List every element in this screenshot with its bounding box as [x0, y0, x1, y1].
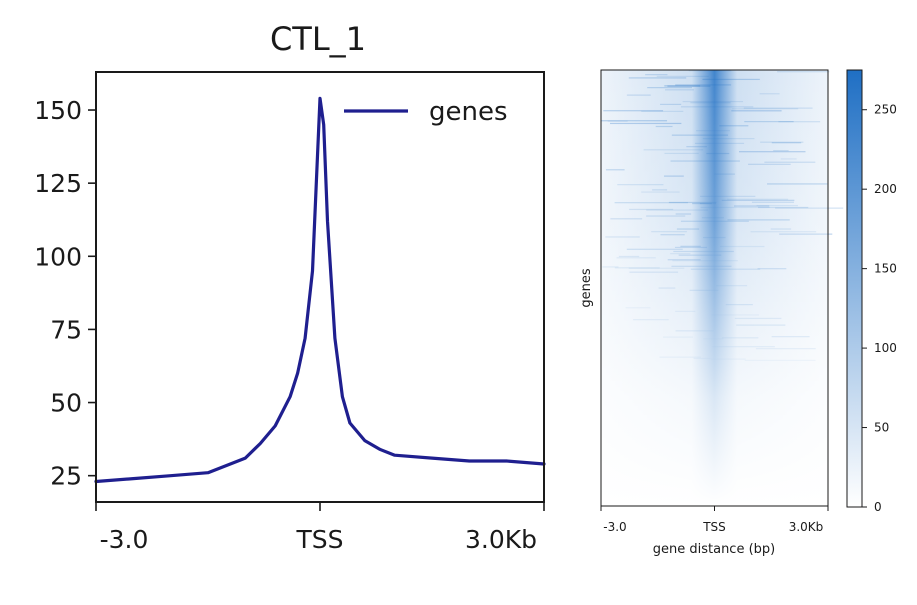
- profile-series-line: [94, 96, 546, 484]
- profile-plot: CTL_1 25 50 75 100 125 150 -3.0 TSS 3.0Kb genes: [34, 20, 546, 554]
- colorbar-ticks: 0 50 100 150 200 250: [862, 103, 897, 514]
- colorbar-tick-label: 250: [874, 103, 897, 117]
- profile-x-tick-label: -3.0: [100, 525, 149, 554]
- profile-x-ticks: -3.0 TSS 3.0Kb: [95, 502, 545, 554]
- profile-y-tick-label: 75: [50, 315, 82, 344]
- colorbar-tick-label: 150: [874, 262, 897, 276]
- heatmap-plot: genes -3.0 TSS 3.0Kb gene distance (bp) 0 5…: [579, 69, 897, 557]
- heatmap-x-label: gene distance (bp): [653, 542, 775, 557]
- profile-y-tick-label: 25: [50, 462, 82, 491]
- colorbar-tick-label: 200: [874, 182, 897, 196]
- profile-axes-frame: [95, 71, 545, 503]
- colorbar-tick-label: 0: [874, 500, 882, 514]
- profile-y-tick-label: 50: [50, 389, 82, 418]
- heatmap-x-tick-label: 3.0Kb: [789, 520, 824, 534]
- legend-label: genes: [429, 97, 508, 127]
- profile-legend: genes: [344, 97, 508, 127]
- colorbar: [846, 69, 863, 508]
- heatmap-x-ticks: -3.0 TSS 3.0Kb: [600, 506, 829, 534]
- profile-y-tick-label: 125: [34, 169, 82, 198]
- profile-x-tick-label: TSS: [295, 525, 343, 554]
- profile-y-ticks: 25 50 75 100 125 150: [34, 96, 96, 491]
- profile-title: CTL_1: [270, 20, 366, 58]
- profile-y-tick-label: 100: [34, 242, 82, 271]
- heatmap-fade: [601, 70, 828, 506]
- colorbar-tick-label: 50: [874, 421, 889, 435]
- heatmap-x-tick-label: -3.0: [603, 520, 626, 534]
- heatmap-x-tick-label: TSS: [702, 520, 726, 534]
- heatmap-y-label: genes: [579, 268, 594, 307]
- colorbar-tick-label: 100: [874, 341, 897, 355]
- profile-y-tick-label: 150: [34, 96, 82, 125]
- profile-x-tick-label: 3.0Kb: [465, 525, 537, 554]
